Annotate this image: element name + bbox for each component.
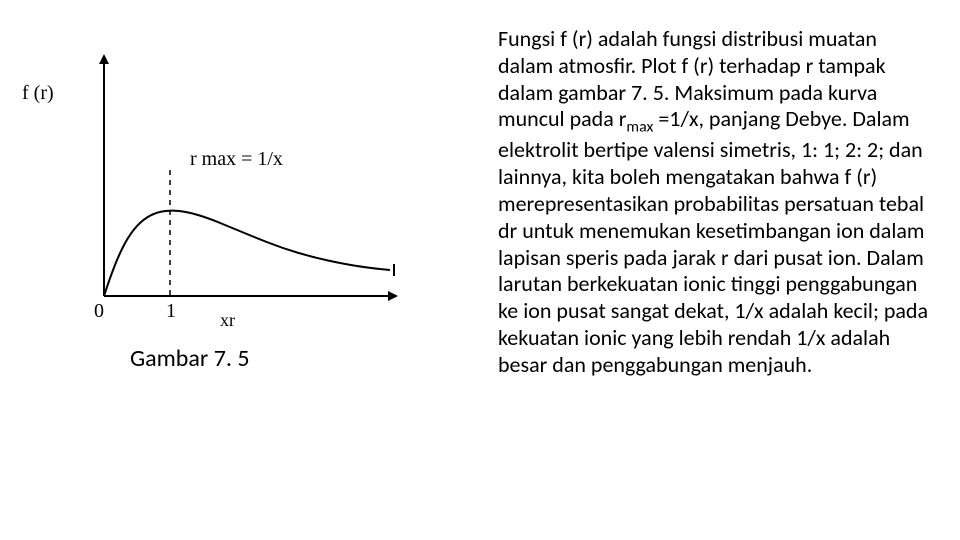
x-tick-0: 0 — [94, 300, 104, 323]
figure-caption: Gambar 7. 5 — [130, 344, 250, 373]
y-axis-label: f (r) — [22, 82, 54, 105]
chart-container: f (r) r max = 1/x 0 1 xr — [50, 38, 410, 338]
x-axis-label: xr — [220, 310, 235, 331]
x-tick-1: 1 — [166, 300, 176, 323]
text-column: Fungsi f (r) adalah fungsi distribusi mu… — [470, 20, 936, 520]
page: f (r) r max = 1/x 0 1 xr Gambar 7. 5 Fun… — [0, 0, 960, 540]
rmax-annotation: r max = 1/x — [190, 148, 283, 171]
description-paragraph: Fungsi f (r) adalah fungsi distribusi mu… — [498, 26, 936, 379]
distribution-curve-chart — [50, 38, 410, 338]
figure-column: f (r) r max = 1/x 0 1 xr Gambar 7. 5 — [40, 20, 470, 520]
